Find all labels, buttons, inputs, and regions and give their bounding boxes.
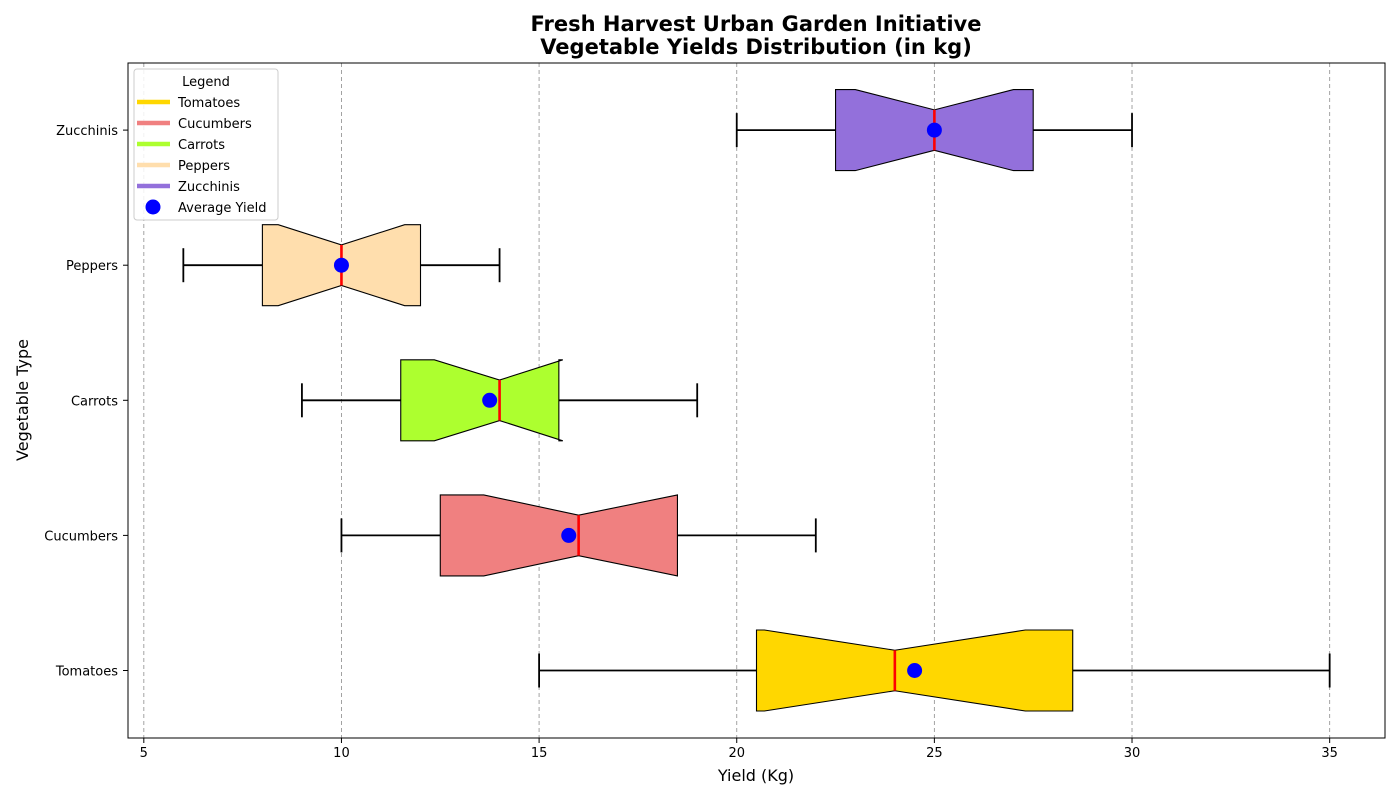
legend-label: Zucchinis	[178, 180, 240, 195]
mean-marker-tomatoes	[907, 663, 923, 678]
mean-marker-zucchinis	[926, 122, 942, 138]
legend: Legend Tomatoes Cucumbers Carrots Peppers Zu…	[133, 68, 279, 221]
legend-label: Average Yield	[178, 201, 266, 216]
box-carrots	[400, 359, 563, 442]
x-tick-label: 20	[728, 746, 745, 761]
legend-marker-average	[145, 199, 161, 215]
x-axis-label: Yield (Kg)	[717, 766, 794, 785]
y-tick-label: Peppers	[66, 259, 118, 274]
box-layer	[182, 89, 1331, 712]
y-tick-label: Cucumbers	[44, 529, 118, 544]
x-tick-label: 10	[333, 746, 350, 761]
chart-title-line-1: Fresh Harvest Urban Garden Initiative	[531, 12, 982, 36]
y-tick-label: Tomatoes	[55, 665, 118, 680]
y-axis-label: Vegetable Type	[13, 339, 32, 461]
mean-marker-cucumbers	[561, 527, 577, 543]
chart-title-line-2: Vegetable Yields Distribution (in kg)	[540, 35, 972, 59]
x-tick-label: 35	[1321, 746, 1338, 761]
x-tick-label: 25	[926, 746, 943, 761]
legend-frame	[133, 68, 279, 221]
y-tick-label: Carrots	[71, 394, 118, 409]
box-cucumbers	[439, 494, 678, 577]
tick-layer: 5 10 15 20 25 30 35 Tomatoes Cucumbers Carrots Pep…	[44, 124, 1338, 761]
x-tick-label: 15	[531, 746, 548, 761]
legend-label: Cucumbers	[178, 117, 252, 132]
mean-marker-carrots	[482, 392, 498, 408]
x-tick-label: 5	[140, 746, 148, 761]
legend-title: Legend	[182, 75, 230, 90]
x-tick-label: 30	[1124, 746, 1141, 761]
legend-label: Carrots	[178, 138, 225, 153]
y-tick-label: Zucchinis	[56, 124, 118, 139]
legend-label: Tomatoes	[177, 96, 240, 111]
legend-label: Peppers	[178, 159, 230, 174]
mean-marker-peppers	[333, 257, 349, 273]
